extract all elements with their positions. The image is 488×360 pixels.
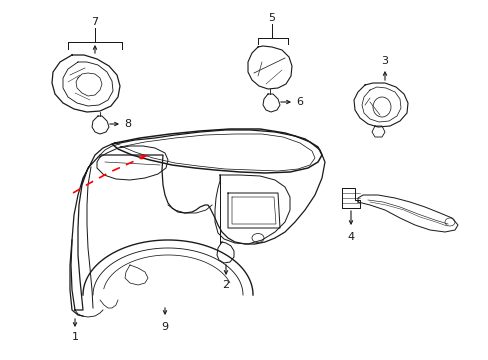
Text: 3: 3	[381, 56, 387, 66]
Text: 7: 7	[91, 17, 99, 27]
Text: 4: 4	[347, 232, 354, 242]
Text: 1: 1	[71, 332, 79, 342]
Text: 2: 2	[222, 280, 229, 290]
Text: 5: 5	[268, 13, 275, 23]
Text: 6: 6	[296, 97, 303, 107]
Text: 8: 8	[124, 119, 131, 129]
Text: 9: 9	[161, 322, 168, 332]
